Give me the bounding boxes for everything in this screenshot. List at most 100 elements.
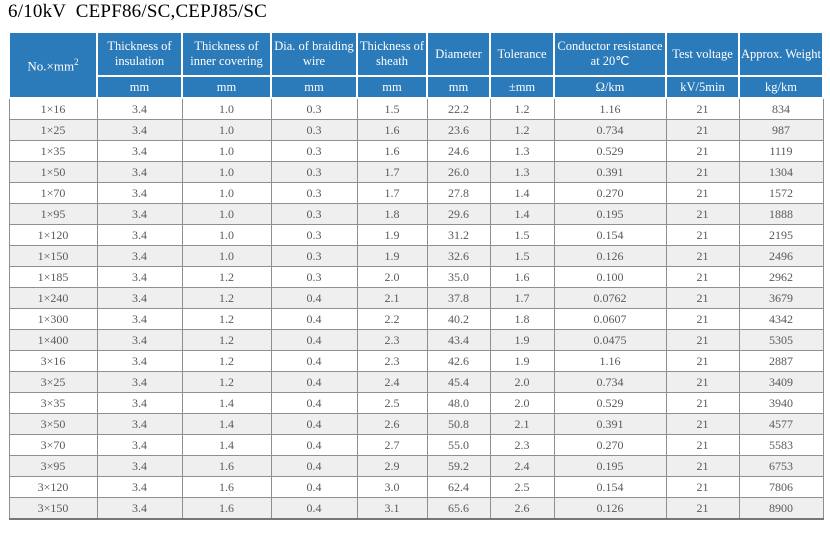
- cell: 0.3: [270, 119, 358, 141]
- cell: 3940: [738, 392, 824, 414]
- cell: 1.16: [553, 350, 667, 372]
- cell: 1.2: [489, 97, 555, 120]
- unit-resistance: Ω/km: [553, 75, 667, 99]
- cell: 2.3: [356, 329, 428, 351]
- cell: 1.0: [181, 182, 272, 204]
- cell: 2.9: [356, 455, 428, 477]
- cell: 1.2: [181, 287, 272, 309]
- cell: 1.16: [553, 97, 667, 120]
- cell: 1.4: [181, 434, 272, 456]
- cell: 1.5: [489, 224, 555, 246]
- cell: 3×16: [8, 350, 98, 372]
- col-header-test-voltage: Test voltage: [665, 31, 740, 77]
- cell: 1.6: [181, 455, 272, 477]
- cell: 4577: [738, 413, 824, 435]
- cell: 21: [665, 97, 740, 120]
- cell: 1×150: [8, 245, 98, 267]
- cell: 0.0762: [553, 287, 667, 309]
- cell: 0.195: [553, 455, 667, 477]
- cell: 2.6: [489, 497, 555, 520]
- cell: 2962: [738, 266, 824, 288]
- cell: 1.0: [181, 245, 272, 267]
- cell: 21: [665, 245, 740, 267]
- size-header-sup: 2: [74, 56, 79, 67]
- col-header-size: No.×mm2: [8, 31, 98, 99]
- cell: 1.9: [489, 350, 555, 372]
- cell: 3×35: [8, 392, 98, 414]
- cell: 21: [665, 266, 740, 288]
- table-row: 1×35 3.4 1.0 0.3 1.6 24.6 1.3 0.529 21 1119: [8, 140, 824, 162]
- cell: 1×35: [8, 140, 98, 162]
- unit-insulation: mm: [96, 75, 183, 99]
- cell: 24.6: [426, 140, 491, 162]
- cell: 1.0: [181, 203, 272, 225]
- cell: 5305: [738, 329, 824, 351]
- cell: 3.4: [96, 497, 183, 520]
- cell: 834: [738, 97, 824, 120]
- cell: 21: [665, 287, 740, 309]
- col-header-insulation: Thickness of insulation: [96, 31, 183, 77]
- cell: 1×70: [8, 182, 98, 204]
- cell: 21: [665, 119, 740, 141]
- cell: 21: [665, 161, 740, 183]
- cell: 3×150: [8, 497, 98, 520]
- cell: 1888: [738, 203, 824, 225]
- table-row: 1×50 3.4 1.0 0.3 1.7 26.0 1.3 0.391 21 1304: [8, 161, 824, 183]
- table-row: 1×300 3.4 1.2 0.4 2.2 40.2 1.8 0.0607 21 4342: [8, 308, 824, 330]
- table-row: 1×185 3.4 1.2 0.3 2.0 35.0 1.6 0.100 21 2962: [8, 266, 824, 288]
- cell: 3.4: [96, 371, 183, 393]
- cell: 0.3: [270, 140, 358, 162]
- cell: 21: [665, 497, 740, 520]
- cell: 0.391: [553, 161, 667, 183]
- cell: 3.4: [96, 392, 183, 414]
- cell: 3.4: [96, 161, 183, 183]
- table-row: 1×240 3.4 1.2 0.4 2.1 37.8 1.7 0.0762 21 3679: [8, 287, 824, 309]
- cell: 1.8: [356, 203, 428, 225]
- cell: 1.8: [489, 308, 555, 330]
- cell: 1.9: [356, 224, 428, 246]
- cell: 3.4: [96, 119, 183, 141]
- cell: 3×120: [8, 476, 98, 498]
- cell: 1.0: [181, 97, 272, 120]
- cell: 2496: [738, 245, 824, 267]
- cell: 1.6: [356, 140, 428, 162]
- cell: 35.0: [426, 266, 491, 288]
- col-header-resistance: Conductor resistance at 20℃: [553, 31, 667, 77]
- col-header-braiding-wire: Dia. of braiding wire: [270, 31, 358, 77]
- cell: 21: [665, 476, 740, 498]
- cell: 3.4: [96, 455, 183, 477]
- cell: 21: [665, 224, 740, 246]
- cell: 2.0: [489, 371, 555, 393]
- unit-braiding-wire: mm: [270, 75, 358, 99]
- cell: 27.8: [426, 182, 491, 204]
- cell: 0.3: [270, 97, 358, 120]
- cell: 1×16: [8, 97, 98, 120]
- page-title: 6/10kV CEPF86/SC,CEPJ85/SC: [8, 1, 267, 22]
- cell: 3×50: [8, 413, 98, 435]
- cell: 2.4: [489, 455, 555, 477]
- cell: 3.4: [96, 140, 183, 162]
- cell: 1.3: [489, 161, 555, 183]
- cell: 1572: [738, 182, 824, 204]
- cell: 55.0: [426, 434, 491, 456]
- cell: 21: [665, 140, 740, 162]
- cell: 2.1: [489, 413, 555, 435]
- cell: 1.6: [489, 266, 555, 288]
- unit-tolerance: ±mm: [489, 75, 555, 99]
- cell: 1.2: [181, 329, 272, 351]
- cell: 1.6: [181, 476, 272, 498]
- cell: 37.8: [426, 287, 491, 309]
- cell: 0.4: [270, 497, 358, 520]
- cell: 0.0475: [553, 329, 667, 351]
- cell: 3×95: [8, 455, 98, 477]
- cell: 32.6: [426, 245, 491, 267]
- cell: 3.0: [356, 476, 428, 498]
- cell: 1.0: [181, 161, 272, 183]
- cell: 1×95: [8, 203, 98, 225]
- table-row: 1×120 3.4 1.0 0.3 1.9 31.2 1.5 0.154 21 2195: [8, 224, 824, 246]
- table-row: 3×150 3.4 1.6 0.4 3.1 65.6 2.6 0.126 21 8900: [8, 497, 824, 520]
- cell: 65.6: [426, 497, 491, 520]
- cell: 2.1: [356, 287, 428, 309]
- cell: 0.4: [270, 287, 358, 309]
- col-header-weight: Approx. Weight: [738, 31, 824, 77]
